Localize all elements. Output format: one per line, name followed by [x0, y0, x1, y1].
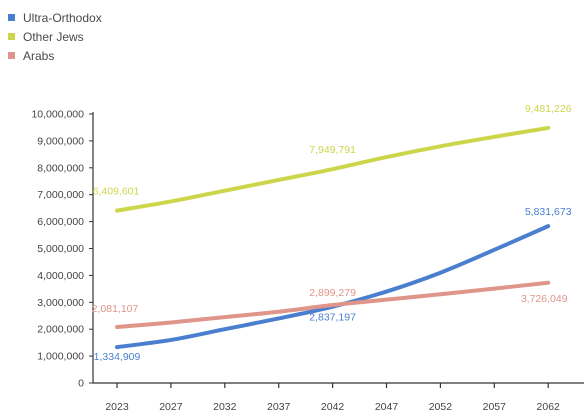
data-label-ultra-orthodox: 1,334,909 — [94, 351, 141, 363]
series-line-other-jews — [115, 125, 551, 213]
x-tick-label: 2023 — [105, 401, 129, 413]
legend-swatch-other-jews — [8, 33, 15, 40]
y-tick-label: 3,000,000 — [37, 297, 84, 309]
data-label-arabs: 2,899,279 — [309, 287, 356, 299]
y-tick-label: 9,000,000 — [37, 135, 84, 147]
y-tick-label: 5,000,000 — [37, 243, 84, 255]
legend-label-other-jews: Other Jews — [23, 29, 84, 44]
legend-label-ultra-orthodox: Ultra-Orthodox — [23, 10, 102, 25]
x-tick-label: 2032 — [213, 401, 237, 413]
data-label-arabs: 3,726,049 — [521, 293, 568, 305]
legend-item-other-jews: Other Jews — [8, 27, 102, 46]
x-tick-label: 2062 — [537, 401, 561, 413]
data-label-ultra-orthodox: 2,837,197 — [309, 312, 356, 324]
data-label-other-jews: 6,409,601 — [93, 186, 140, 198]
legend-label-arabs: Arabs — [23, 48, 55, 63]
x-tick-label: 2042 — [321, 401, 345, 413]
y-tick-label: 1,000,000 — [37, 351, 84, 363]
data-label-other-jews: 7,949,791 — [309, 144, 356, 156]
series-line-arabs — [115, 280, 551, 330]
legend-swatch-arabs — [8, 52, 15, 59]
y-tick-label: 4,000,000 — [37, 270, 84, 282]
chart-legend: Ultra-Orthodox Other Jews Arabs — [8, 8, 102, 65]
data-label-other-jews: 9,481,226 — [525, 103, 572, 115]
x-tick-label: 2047 — [375, 401, 399, 413]
legend-item-ultra-orthodox: Ultra-Orthodox — [8, 8, 102, 27]
y-tick-label: 8,000,000 — [37, 162, 84, 174]
x-tick-label: 2057 — [483, 401, 507, 413]
legend-swatch-ultra-orthodox — [8, 14, 15, 21]
data-label-ultra-orthodox: 5,831,673 — [525, 206, 572, 218]
y-tick-label: 6,000,000 — [37, 216, 84, 228]
x-tick-label: 2052 — [429, 401, 453, 413]
legend-item-arabs: Arabs — [8, 46, 102, 65]
y-tick-label: 0 — [78, 378, 84, 390]
data-label-arabs: 2,081,107 — [92, 303, 139, 315]
x-tick-label: 2037 — [267, 401, 291, 413]
x-tick-label: 2027 — [159, 401, 183, 413]
y-tick-label: 10,000,000 — [31, 109, 84, 121]
y-tick-label: 2,000,000 — [37, 324, 84, 336]
y-tick-label: 7,000,000 — [37, 189, 84, 201]
